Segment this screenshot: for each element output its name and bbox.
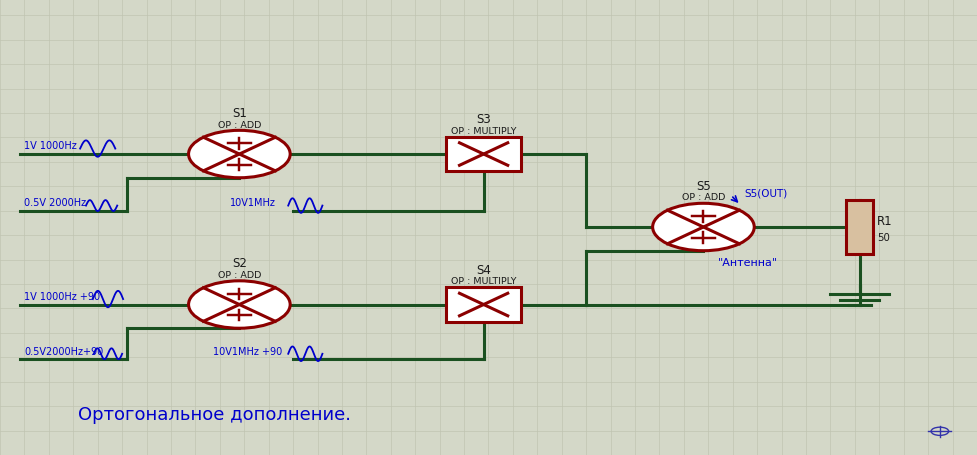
Text: 10V1MHz +90: 10V1MHz +90	[213, 346, 282, 356]
Text: 1V 1000Hz +90: 1V 1000Hz +90	[24, 291, 101, 301]
Text: S1: S1	[232, 106, 247, 120]
Text: OP : MULTIPLY: OP : MULTIPLY	[450, 277, 517, 286]
Circle shape	[189, 281, 290, 329]
Text: S2: S2	[232, 257, 247, 270]
Text: S4: S4	[476, 263, 491, 276]
Text: 0.5V2000Hz+90: 0.5V2000Hz+90	[24, 346, 104, 356]
Text: 10V1MHz: 10V1MHz	[230, 198, 276, 208]
Text: S5: S5	[696, 179, 711, 192]
Text: OP : ADD: OP : ADD	[218, 270, 261, 279]
Bar	[446, 137, 521, 172]
Text: 50: 50	[877, 233, 890, 243]
Text: S3: S3	[476, 113, 491, 126]
Text: 0.5V 2000Hz: 0.5V 2000Hz	[24, 198, 87, 208]
Text: S5(OUT): S5(OUT)	[744, 188, 787, 198]
Text: 1V 1000Hz: 1V 1000Hz	[24, 141, 77, 151]
Circle shape	[653, 204, 754, 251]
Bar	[446, 288, 521, 322]
Text: Ортогональное дополнение.: Ортогональное дополнение.	[78, 405, 351, 423]
Text: R1: R1	[877, 214, 893, 227]
Bar	[846, 200, 873, 255]
Text: OP : ADD: OP : ADD	[218, 120, 261, 129]
Text: "Антенна": "Антенна"	[718, 257, 779, 267]
Text: OP : MULTIPLY: OP : MULTIPLY	[450, 126, 517, 136]
Circle shape	[189, 131, 290, 178]
Text: OP : ADD: OP : ADD	[682, 193, 725, 202]
